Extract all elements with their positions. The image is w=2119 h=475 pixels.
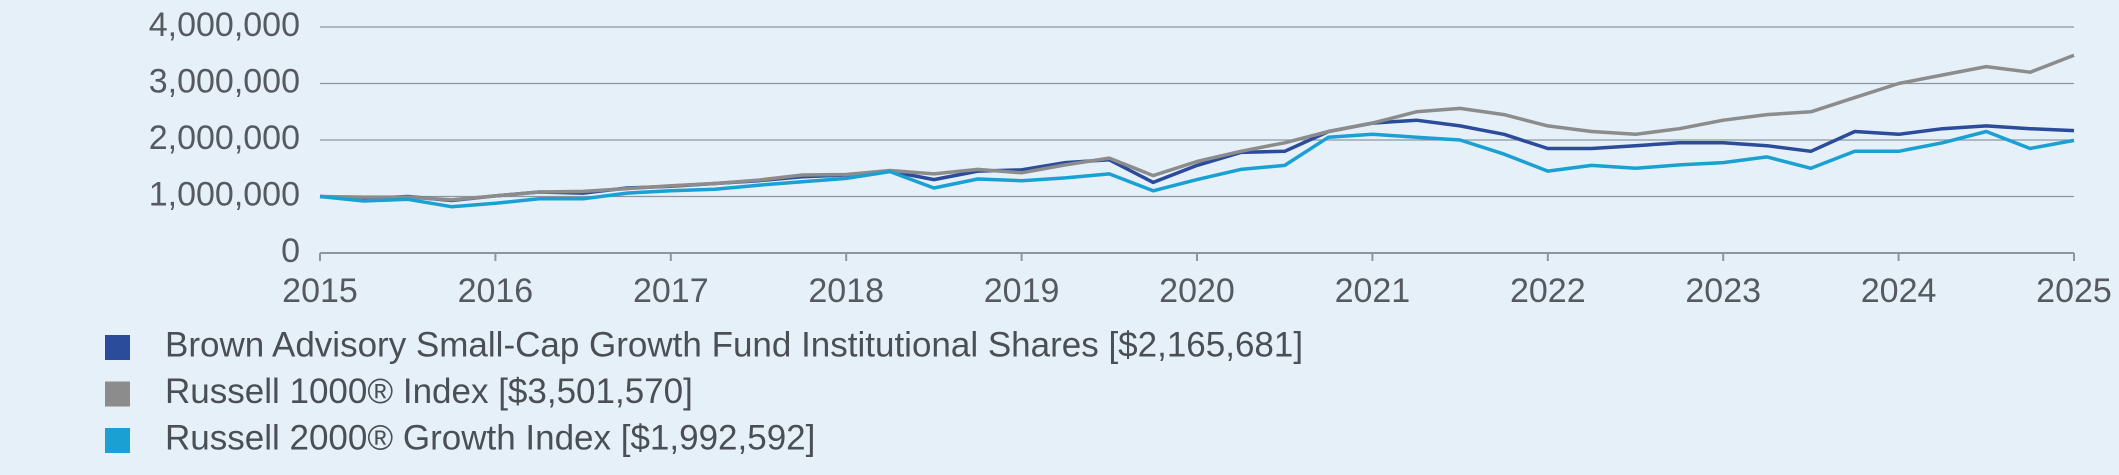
- x-tick-label: 2020: [1159, 272, 1235, 310]
- y-tick-label: 4,000,000: [149, 6, 300, 44]
- y-tick-label: 0: [281, 232, 300, 270]
- legend-swatch: [105, 428, 130, 453]
- x-tick-label: 2021: [1335, 272, 1411, 310]
- legend-swatch: [105, 335, 130, 360]
- legend-swatch: [105, 381, 130, 407]
- x-tick-label: 2016: [458, 272, 534, 310]
- x-tick-label: 2025: [2036, 272, 2112, 310]
- x-tick-label: 2022: [1510, 272, 1586, 310]
- series-line: [319, 53, 2075, 202]
- x-tick-label: 2015: [282, 272, 358, 310]
- y-tick-label: 1,000,000: [149, 175, 300, 213]
- x-tick-label: 2023: [1685, 272, 1761, 310]
- legend-label: Russell 1000® Index [$3,501,570]: [165, 372, 693, 411]
- x-tick-label: 2024: [1861, 272, 1937, 310]
- legend-label: Russell 2000® Growth Index [$1,992,592]: [165, 418, 815, 457]
- legend-label: Brown Advisory Small-Cap Growth Fund Ins…: [165, 325, 1303, 364]
- y-tick-label: 2,000,000: [149, 119, 300, 157]
- y-tick-label: 3,000,000: [149, 62, 300, 100]
- series-line: [319, 129, 2075, 209]
- x-tick-label: 2017: [633, 272, 709, 310]
- x-tick-label: 2018: [808, 272, 884, 310]
- x-tick-label: 2019: [984, 272, 1060, 310]
